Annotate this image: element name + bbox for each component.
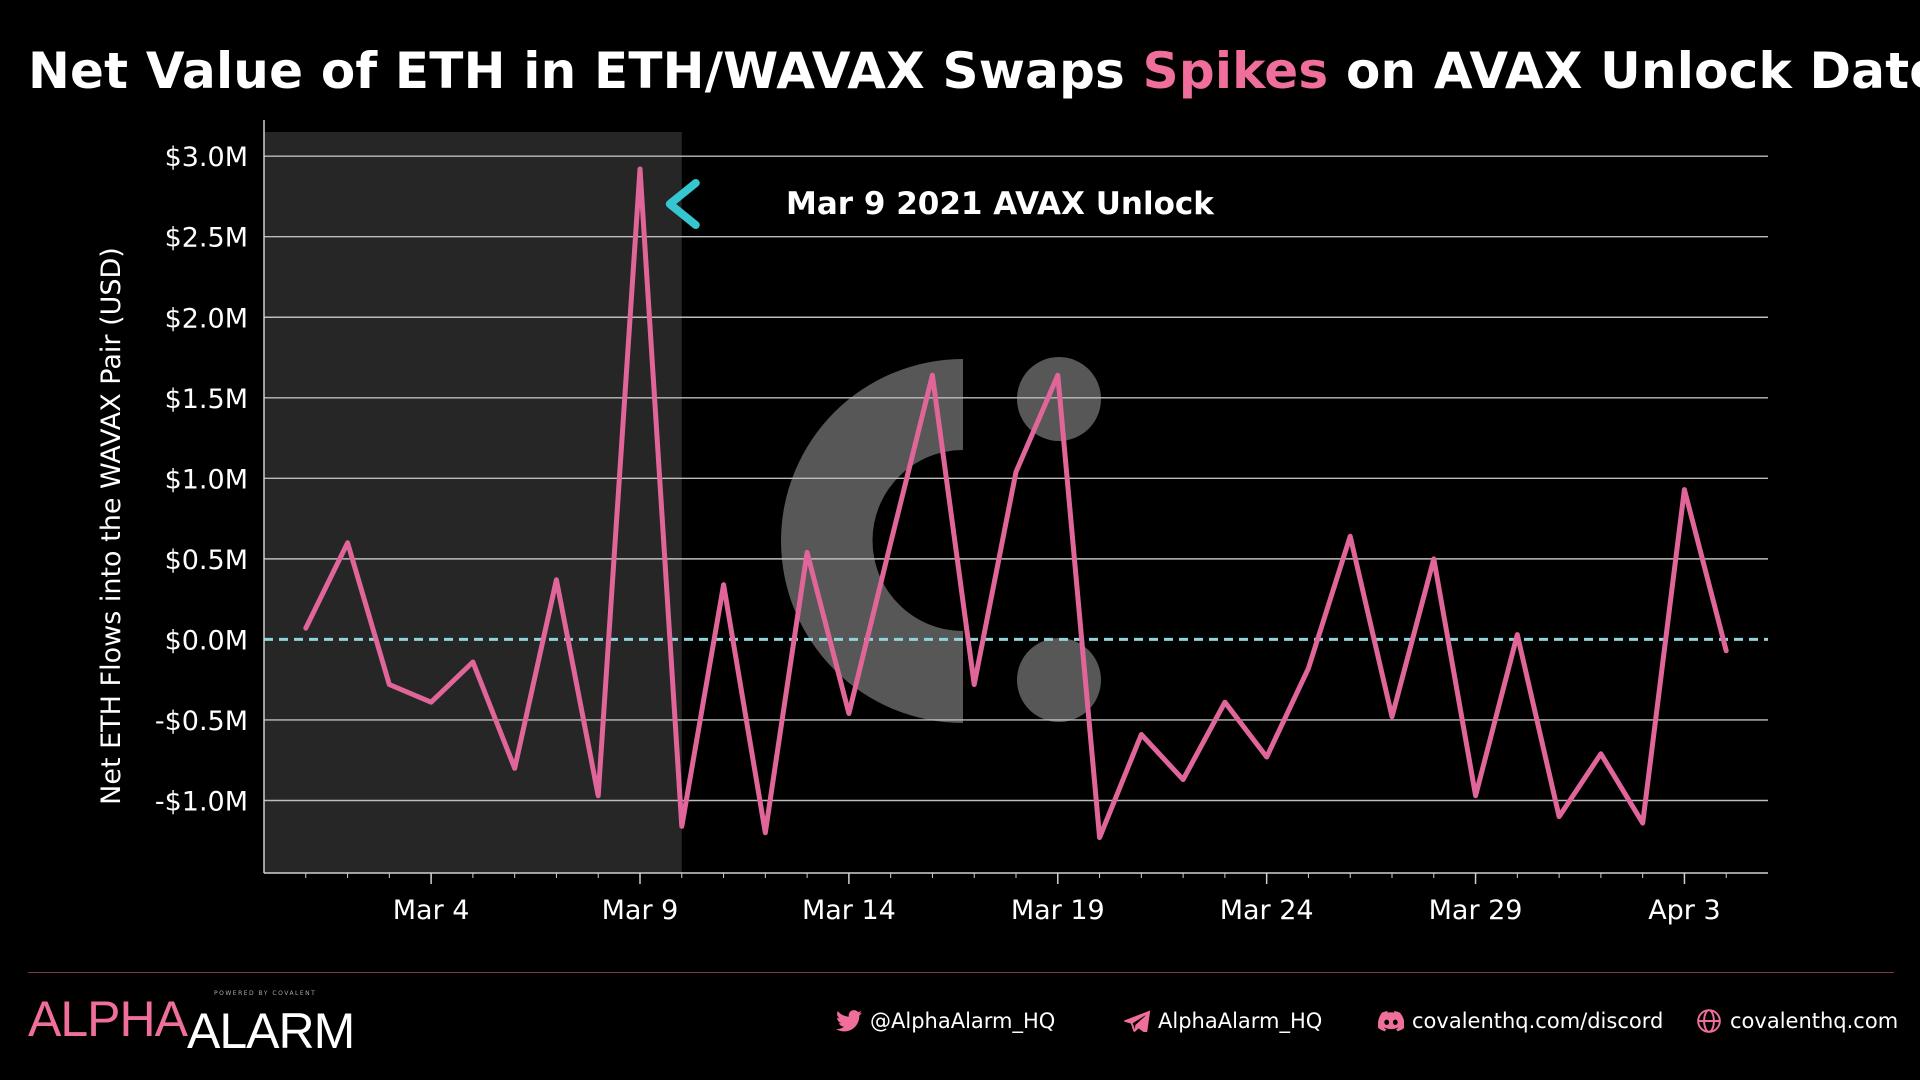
- x-tick-label: Mar 14: [802, 895, 896, 926]
- footer-divider: [28, 972, 1894, 973]
- y-tick-label: $1.0M: [165, 464, 248, 495]
- line-chart: -$1.0M -$0.5M $0.0M $0.5M $1.0M $1.5M $2.0M $2.…: [96, 120, 1768, 926]
- x-tick-label: Mar 19: [1011, 895, 1105, 926]
- title-highlight: Spikes: [1142, 42, 1329, 100]
- discord-icon: [1378, 1011, 1404, 1032]
- website-link[interactable]: covalenthq.com: [1696, 1006, 1898, 1036]
- pre-unlock-shaded-region: [264, 132, 682, 873]
- x-tick-label: Mar 4: [393, 895, 470, 926]
- x-tick-label: Mar 9: [602, 895, 679, 926]
- twitter-icon: [836, 1010, 862, 1032]
- discord-url: covalenthq.com/discord: [1412, 1009, 1664, 1033]
- telegram-link[interactable]: AlphaAlarm_HQ: [1124, 1006, 1322, 1036]
- annotation-arrow-head: [665, 179, 700, 229]
- y-tick-label: -$0.5M: [155, 706, 248, 737]
- x-tick-label: Apr 3: [1648, 895, 1720, 926]
- y-tick-label: $2.5M: [165, 223, 248, 254]
- y-tick-label: $1.5M: [165, 384, 248, 415]
- globe-icon: [1697, 1009, 1721, 1033]
- logo-powered-by: POWERED BY COVALENT: [214, 990, 317, 997]
- alphaalarm-logo: ALPHAALARM POWERED BY COVALENT: [28, 990, 355, 1059]
- covalent-watermark: [781, 357, 1101, 723]
- twitter-link[interactable]: @AlphaAlarm_HQ: [836, 1006, 1055, 1036]
- website-url: covalenthq.com: [1730, 1009, 1899, 1033]
- logo-alpha: ALPHA: [28, 991, 188, 1047]
- title-text-end: on AVAX Unlock Date.: [1328, 42, 1920, 100]
- x-tick-label: Mar 29: [1429, 895, 1523, 926]
- title-text: Net Value of ETH in ETH/WAVAX Swaps: [28, 42, 1143, 100]
- y-tick-label: $3.0M: [165, 142, 248, 173]
- telegram-icon: [1124, 1010, 1150, 1032]
- discord-link[interactable]: covalenthq.com/discord: [1378, 1006, 1663, 1036]
- y-tick-label: $0.5M: [165, 545, 248, 576]
- logo-alarm: ALARM: [186, 1003, 355, 1059]
- y-tick-label: $2.0M: [165, 303, 248, 334]
- y-tick-label: -$1.0M: [155, 787, 248, 818]
- y-axis-label: Net ETH Flows into the WAVAX Pair (USD): [96, 247, 127, 805]
- telegram-handle: AlphaAlarm_HQ: [1158, 1009, 1323, 1033]
- twitter-handle: @AlphaAlarm_HQ: [870, 1009, 1056, 1033]
- x-tick-label: Mar 24: [1220, 895, 1314, 926]
- chart-title: Net Value of ETH in ETH/WAVAX Swaps Spik…: [28, 42, 1920, 100]
- unlock-annotation-label: Mar 9 2021 AVAX Unlock: [786, 186, 1215, 222]
- y-tick-label: $0.0M: [165, 625, 248, 656]
